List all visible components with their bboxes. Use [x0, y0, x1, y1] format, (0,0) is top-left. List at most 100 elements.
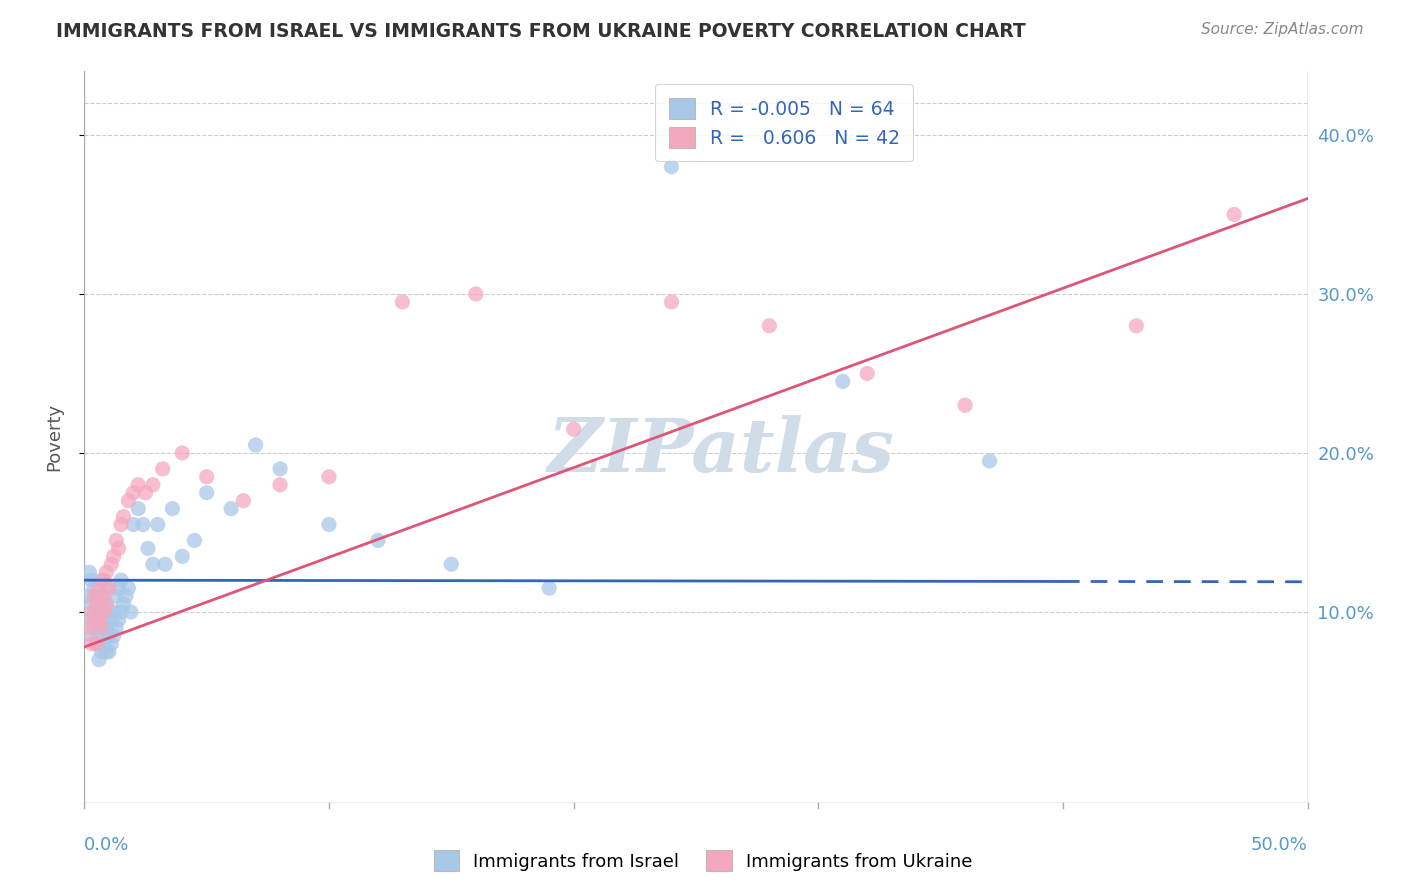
- Point: [80, 605, 103, 619]
- Point: [97, 645, 120, 659]
- Point: [80, 597, 103, 611]
- Point: [87, 653, 110, 667]
- Point: [1125, 318, 1147, 333]
- Point: [83, 613, 105, 627]
- Point: [90, 621, 112, 635]
- Point: [93, 573, 115, 587]
- Point: [100, 613, 122, 627]
- Point: [153, 558, 176, 572]
- Legend: Immigrants from Israel, Immigrants from Ukraine: Immigrants from Israel, Immigrants from …: [426, 843, 980, 879]
- Point: [661, 294, 683, 309]
- Point: [110, 605, 132, 619]
- Point: [152, 462, 174, 476]
- Point: [87, 605, 110, 619]
- Y-axis label: Poverty: Poverty: [45, 403, 63, 471]
- Point: [80, 629, 103, 643]
- Point: [96, 645, 118, 659]
- Point: [142, 558, 165, 572]
- Point: [87, 613, 110, 627]
- Point: [269, 477, 291, 491]
- Point: [979, 454, 1001, 468]
- Point: [77, 613, 100, 627]
- Point: [86, 597, 108, 611]
- Point: [142, 477, 165, 491]
- Point: [90, 621, 112, 635]
- Point: [83, 605, 105, 619]
- Point: [110, 517, 132, 532]
- Point: [136, 541, 159, 556]
- Point: [110, 573, 132, 587]
- Point: [90, 645, 112, 659]
- Point: [538, 581, 561, 595]
- Text: 0.0%: 0.0%: [84, 836, 129, 854]
- Point: [245, 438, 267, 452]
- Point: [195, 485, 218, 500]
- Point: [80, 573, 103, 587]
- Point: [93, 637, 115, 651]
- Point: [367, 533, 389, 548]
- Point: [96, 621, 118, 635]
- Point: [97, 581, 120, 595]
- Point: [77, 621, 100, 635]
- Point: [107, 613, 129, 627]
- Point: [122, 485, 145, 500]
- Point: [146, 517, 169, 532]
- Point: [758, 318, 780, 333]
- Point: [318, 470, 340, 484]
- Point: [105, 621, 128, 635]
- Point: [117, 581, 139, 595]
- Point: [172, 446, 194, 460]
- Point: [562, 422, 585, 436]
- Point: [93, 605, 115, 619]
- Point: [87, 581, 110, 595]
- Point: [83, 621, 105, 635]
- Point: [232, 493, 254, 508]
- Legend: R = -0.005   N = 64, R =   0.606   N = 42: R = -0.005 N = 64, R = 0.606 N = 42: [655, 85, 912, 161]
- Point: [86, 589, 108, 603]
- Point: [127, 477, 149, 491]
- Point: [831, 375, 853, 389]
- Point: [97, 605, 120, 619]
- Point: [112, 509, 135, 524]
- Point: [953, 398, 976, 412]
- Point: [391, 294, 413, 309]
- Point: [83, 589, 105, 603]
- Point: [219, 501, 242, 516]
- Point: [162, 501, 184, 516]
- Point: [90, 573, 112, 587]
- Point: [96, 597, 118, 611]
- Text: ZIPatlas: ZIPatlas: [547, 416, 894, 488]
- Point: [195, 470, 218, 484]
- Point: [100, 558, 122, 572]
- Point: [183, 533, 205, 548]
- Point: [96, 566, 118, 580]
- Point: [1223, 207, 1246, 221]
- Point: [318, 517, 340, 532]
- Point: [87, 629, 110, 643]
- Point: [172, 549, 194, 564]
- Point: [103, 605, 125, 619]
- Point: [135, 485, 157, 500]
- Point: [117, 493, 139, 508]
- Point: [107, 581, 129, 595]
- Point: [77, 566, 100, 580]
- Text: Source: ZipAtlas.com: Source: ZipAtlas.com: [1201, 22, 1364, 37]
- Point: [464, 287, 486, 301]
- Point: [86, 637, 108, 651]
- Point: [269, 462, 291, 476]
- Point: [93, 613, 115, 627]
- Point: [132, 517, 155, 532]
- Point: [112, 597, 135, 611]
- Point: [122, 517, 145, 532]
- Point: [76, 589, 98, 603]
- Point: [105, 533, 128, 548]
- Text: 50.0%: 50.0%: [1251, 836, 1308, 854]
- Point: [96, 597, 118, 611]
- Point: [661, 160, 683, 174]
- Point: [93, 589, 115, 603]
- Point: [107, 541, 129, 556]
- Point: [86, 637, 108, 651]
- Point: [103, 549, 125, 564]
- Point: [97, 629, 120, 643]
- Point: [856, 367, 879, 381]
